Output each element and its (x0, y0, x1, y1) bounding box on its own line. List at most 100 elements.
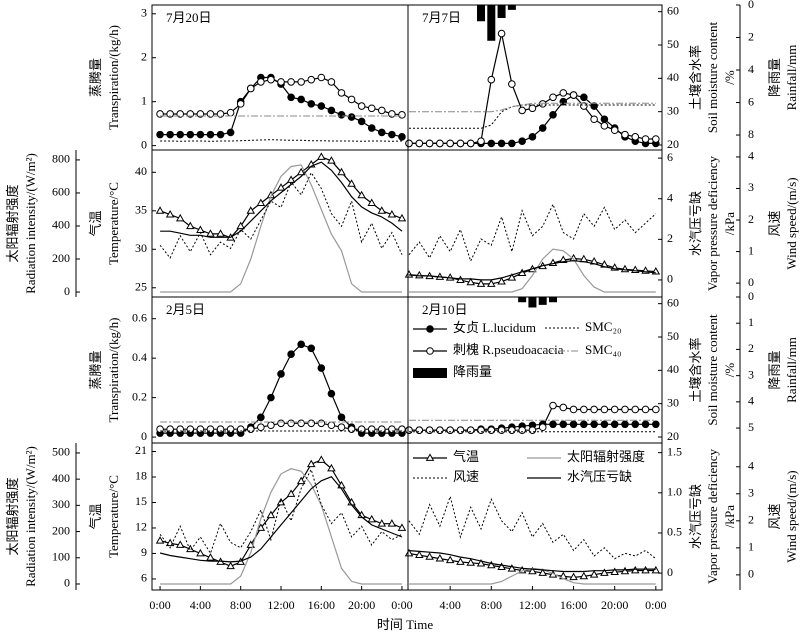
marker (580, 102, 588, 110)
marker (297, 78, 305, 86)
legend-label: 女贞 L.lucidum (453, 320, 536, 335)
marker (357, 102, 366, 110)
marker (216, 229, 225, 237)
marker (477, 137, 485, 146)
axis-label: /% (722, 363, 737, 378)
marker (621, 420, 629, 429)
marker (528, 566, 537, 575)
marker (538, 100, 547, 108)
marker (236, 425, 245, 433)
marker (165, 210, 175, 218)
axis-label: 太阳辐射强度 (5, 477, 20, 555)
marker (226, 108, 235, 117)
marker (528, 104, 537, 113)
marker (641, 135, 650, 143)
marker (327, 421, 336, 430)
tick-label: 30 (667, 103, 679, 117)
marker (277, 370, 285, 378)
marker (425, 552, 434, 560)
series-line (159, 171, 403, 259)
marker (156, 130, 164, 139)
marker (327, 389, 336, 398)
x-tick-label: 12:00 (267, 598, 294, 612)
series-line (409, 104, 656, 129)
legend-marker (426, 347, 434, 355)
panel-frame (151, 442, 409, 591)
tick-label: 3 (748, 486, 754, 500)
marker (641, 420, 650, 429)
tick-label: 0 (64, 576, 70, 590)
marker (590, 405, 598, 414)
marker (518, 137, 526, 146)
tick-label: 8 (748, 127, 754, 141)
axis-label: 蒸腾量 (88, 350, 103, 389)
marker (436, 139, 444, 148)
tick-label: 2 (748, 513, 754, 527)
tick-label: 3 (748, 180, 754, 194)
axis-label: 水汽压亏缺 (688, 484, 703, 549)
axis-label: Transpiration/(kg/h) (106, 25, 121, 130)
marker (580, 405, 588, 414)
marker (176, 130, 185, 139)
marker (549, 420, 557, 429)
marker (236, 221, 245, 230)
marker (559, 97, 568, 106)
marker (156, 425, 164, 433)
x-tick-label: 0:00 (149, 598, 170, 612)
axis-label: Vapor pressure deficiency (705, 449, 720, 584)
marker (287, 419, 295, 428)
marker (487, 426, 496, 434)
axis-label: 风速 (767, 210, 782, 236)
tick-label: 50 (667, 37, 679, 51)
marker (590, 420, 598, 429)
marker (256, 523, 266, 531)
marker (456, 139, 465, 148)
x-tick-label: 20:00 (601, 598, 628, 612)
marker (497, 562, 506, 570)
panel-date: 2月5日 (166, 302, 205, 317)
marker (404, 270, 414, 278)
rain-bar (548, 297, 557, 303)
axis-label: Soil moisture content (705, 314, 720, 426)
marker (405, 139, 413, 148)
series-line (160, 468, 402, 585)
axis-label: 土壤含水率 (688, 45, 703, 110)
marker (631, 565, 640, 574)
marker (600, 122, 609, 130)
marker (377, 206, 387, 214)
x-tick-label: 16:00 (308, 598, 335, 612)
marker (580, 93, 588, 102)
tick-label: 30 (135, 241, 147, 255)
marker (277, 78, 285, 86)
tick-label: 2 (748, 212, 754, 226)
marker (610, 405, 619, 414)
marker (367, 104, 376, 113)
tick-label: 60 (667, 295, 679, 309)
marker (631, 405, 640, 414)
marker (398, 133, 406, 141)
tick-label: 40 (667, 362, 679, 376)
marker (317, 364, 326, 372)
marker (307, 419, 316, 428)
tick-label: 50 (667, 329, 679, 343)
marker (387, 519, 397, 527)
axis-label: 水汽压亏缺 (688, 191, 703, 256)
rain-bar (497, 5, 506, 19)
series-line (160, 164, 402, 293)
marker (466, 139, 475, 148)
marker (487, 139, 496, 148)
tick-label: 1 (141, 93, 147, 107)
panel-frame (407, 149, 663, 298)
marker (590, 115, 598, 124)
marker (186, 221, 195, 230)
rain-bar (487, 5, 496, 41)
tick-label: 4 (667, 190, 673, 204)
marker (518, 426, 526, 434)
marker (590, 102, 598, 110)
marker (367, 198, 376, 207)
marker (327, 78, 336, 86)
marker (651, 565, 661, 574)
marker (166, 130, 174, 139)
tick-label: 200 (52, 523, 70, 537)
